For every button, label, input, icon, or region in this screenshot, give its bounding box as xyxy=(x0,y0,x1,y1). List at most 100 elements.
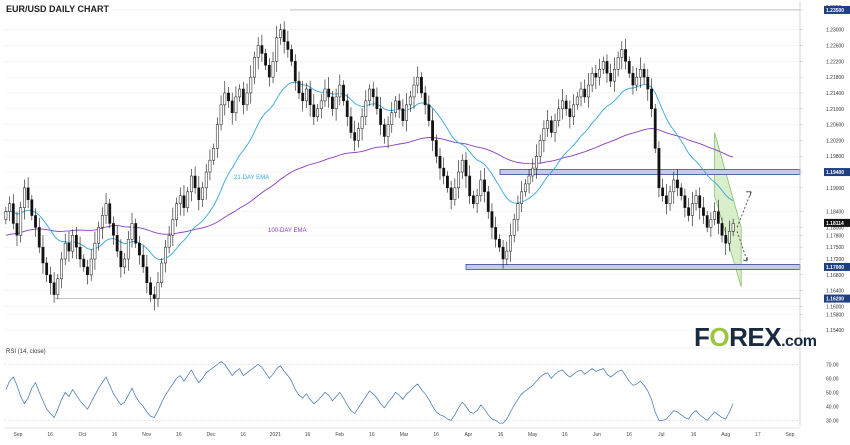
candle xyxy=(512,213,516,243)
candle-body xyxy=(327,88,331,98)
candle xyxy=(449,180,453,210)
price-badge-label: 1.16200 xyxy=(826,297,844,303)
candle-body xyxy=(108,203,112,224)
candle xyxy=(531,158,535,182)
candle-body xyxy=(227,92,230,102)
date-tick-label: Aug xyxy=(721,432,730,438)
candle-body xyxy=(342,84,345,102)
candle-body xyxy=(516,203,520,220)
price-badge-bg xyxy=(824,168,850,177)
candle-body xyxy=(138,242,141,256)
candle xyxy=(312,94,316,125)
candle xyxy=(212,143,216,165)
candle-body xyxy=(175,203,178,220)
candle-body xyxy=(394,100,397,113)
candle xyxy=(30,194,34,221)
candle xyxy=(160,258,164,288)
candle-body xyxy=(564,100,568,110)
candle xyxy=(594,64,598,90)
candle xyxy=(8,196,11,222)
rsi-tick-label: 70.00 xyxy=(826,362,839,368)
candle-body xyxy=(386,124,390,137)
candle-body xyxy=(542,128,546,141)
rsi-label: RSI (14, close) xyxy=(6,349,46,355)
candle xyxy=(48,266,52,295)
candle xyxy=(349,107,353,139)
candle-body xyxy=(74,235,78,248)
candle-body xyxy=(520,191,524,204)
candle-body xyxy=(405,104,409,121)
candle xyxy=(672,171,676,204)
price-tick-label: 1.18000 xyxy=(826,225,844,231)
date-tick-label: 2021 xyxy=(270,432,281,438)
candle xyxy=(178,187,182,216)
date-tick-label: Sep xyxy=(786,432,795,438)
candle-body xyxy=(330,96,334,110)
candle-body xyxy=(553,120,557,133)
price-tick-label: 1.16800 xyxy=(826,273,844,279)
candle xyxy=(156,272,160,307)
candle xyxy=(382,118,386,144)
candle-body xyxy=(657,148,661,189)
candle-body xyxy=(527,175,531,185)
candle-body xyxy=(538,140,542,157)
price-badge-label: 1.23500 xyxy=(826,8,844,14)
candle xyxy=(267,58,271,87)
candle-body xyxy=(271,61,275,78)
candle xyxy=(89,249,93,281)
level-band xyxy=(499,169,801,175)
chart-title: EUR/USD DAILY CHART xyxy=(6,4,110,14)
candle xyxy=(219,95,223,131)
candle-body xyxy=(293,61,297,82)
candle-body xyxy=(601,61,605,70)
candle-body xyxy=(716,211,720,224)
price-tick-label: 1.22600 xyxy=(826,44,844,50)
candle xyxy=(356,122,360,148)
candle-body xyxy=(664,195,668,204)
candle xyxy=(330,91,334,116)
candle-body xyxy=(624,49,627,62)
candle xyxy=(453,178,457,206)
candle xyxy=(11,194,15,230)
candle-body xyxy=(193,175,197,189)
candle-body xyxy=(475,195,479,204)
candle-body xyxy=(256,45,260,58)
candle xyxy=(386,116,390,149)
candle xyxy=(613,57,616,92)
candle-body xyxy=(319,100,323,110)
price-tick-label: 1.17200 xyxy=(826,257,844,263)
candle xyxy=(427,95,431,127)
candle xyxy=(301,81,305,112)
date-tick-label: 16 xyxy=(562,432,568,438)
candle xyxy=(390,102,394,133)
candle-body xyxy=(494,227,498,240)
candle-body xyxy=(457,171,460,189)
date-axis: Sep 16 Oct 16 Nov 16 Dec 16 2021 16 Feb 16 Mar 16 Apr 1… xyxy=(4,427,800,438)
candle xyxy=(609,63,613,88)
candle xyxy=(249,65,253,104)
candle-body xyxy=(182,195,186,208)
candle-body xyxy=(223,92,227,106)
candle-body xyxy=(230,100,234,113)
candle xyxy=(193,166,197,194)
candle xyxy=(575,92,579,110)
candle-body xyxy=(497,239,501,248)
candle-body xyxy=(141,254,145,268)
candle xyxy=(271,51,275,84)
candle-body xyxy=(460,159,464,173)
date-tick-label: Sep xyxy=(14,432,23,438)
candle xyxy=(316,104,319,122)
candle xyxy=(112,216,115,245)
candle xyxy=(123,253,126,275)
candle xyxy=(501,240,505,269)
price-badge-label: 1.18114 xyxy=(826,221,844,227)
candle xyxy=(709,212,713,237)
candle xyxy=(579,81,583,107)
candle-body xyxy=(178,195,182,204)
candle-body xyxy=(416,76,420,86)
candle xyxy=(705,210,709,233)
candle-body xyxy=(412,84,416,98)
candle xyxy=(93,231,97,270)
candle xyxy=(197,176,201,211)
